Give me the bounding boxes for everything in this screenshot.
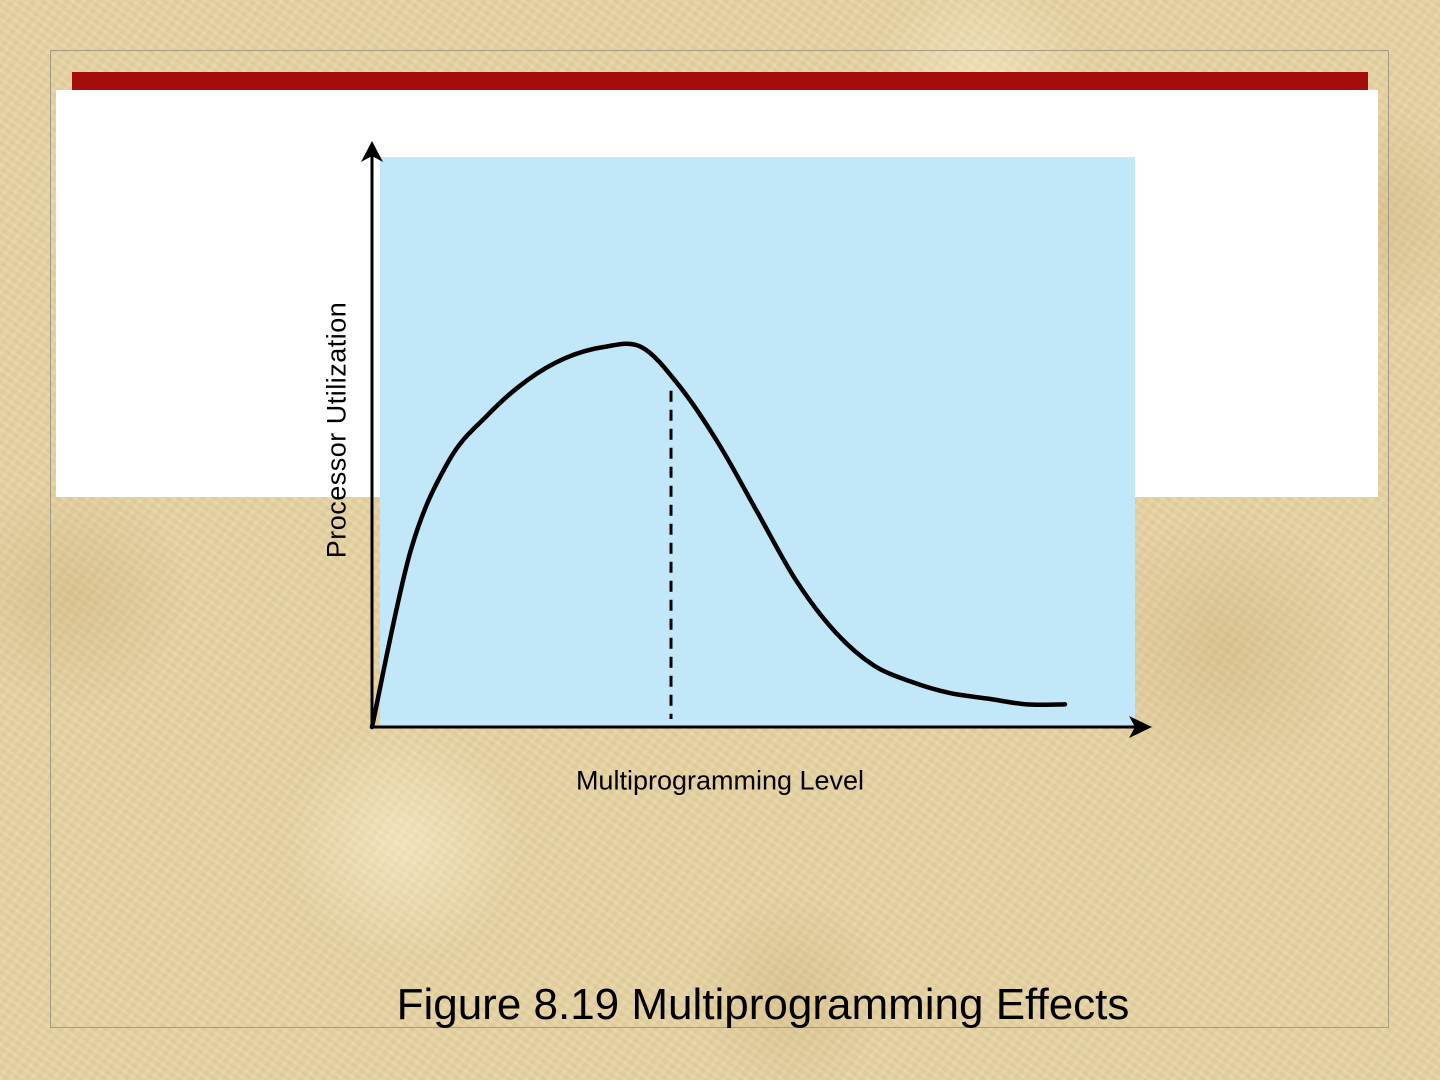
y-axis-arrow-icon	[361, 141, 383, 162]
x-axis-label: Multiprogramming Level	[575, 765, 865, 796]
title-accent-bar	[72, 72, 1368, 90]
plot-area	[380, 157, 1135, 727]
y-axis-label: Processor Utilization	[321, 301, 352, 559]
utilization-curve	[369, 341, 1068, 730]
x-axis-arrow-icon	[1129, 716, 1152, 738]
figure-caption: Figure 8.19 Multiprogramming Effects	[396, 980, 1130, 1029]
slide-frame	[50, 50, 1389, 1028]
